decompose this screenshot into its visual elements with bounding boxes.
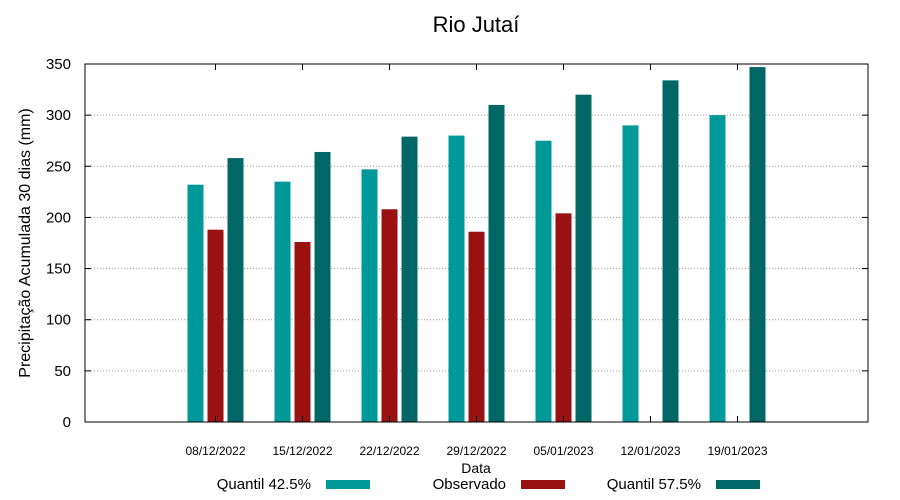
- bar: [535, 140, 552, 422]
- bar: [294, 241, 311, 422]
- legend-swatch: [326, 480, 370, 489]
- x-axis: 08/12/2022 15/12/2022 22/12/2022 29/12/2022…: [185, 64, 768, 458]
- legend-label: Observado: [433, 476, 506, 493]
- bar: [749, 67, 766, 422]
- bar: [468, 231, 485, 422]
- bar: [622, 125, 639, 422]
- bar: [381, 209, 398, 422]
- y-tick-label: 50: [54, 363, 71, 380]
- bars: [187, 67, 766, 423]
- x-tick-label: 19/01/2023: [707, 444, 767, 458]
- x-tick-label: 12/01/2023: [620, 444, 680, 458]
- y-tick-label: 350: [46, 56, 71, 73]
- bar: [187, 184, 204, 422]
- legend-swatch: [716, 480, 760, 489]
- y-tick-label: 0: [63, 414, 71, 431]
- bar: [555, 213, 572, 422]
- bar: [488, 104, 505, 423]
- x-tick-label: 22/12/2022: [359, 444, 419, 458]
- y-tick-label: 300: [46, 107, 71, 124]
- bar: [709, 115, 726, 423]
- y-tick-label: 200: [46, 209, 71, 226]
- chart-title: Rio Jutaí: [433, 12, 520, 37]
- bar: [274, 181, 291, 422]
- bar: [401, 136, 418, 422]
- bar: [448, 135, 465, 422]
- legend-label: Quantil 42.5%: [217, 476, 311, 493]
- bar: [575, 94, 592, 422]
- plot-frame: [84, 63, 869, 423]
- x-tick-label: 29/12/2022: [446, 444, 506, 458]
- bar: [227, 158, 244, 423]
- y-tick-label: 250: [46, 158, 71, 175]
- y-axis-label: Precipitação Acumulada 30 dias (mm): [17, 108, 34, 377]
- bar: [662, 80, 679, 422]
- x-tick-label: 15/12/2022: [272, 444, 332, 458]
- x-tick-label: 05/01/2023: [533, 444, 593, 458]
- x-tick-label: 08/12/2022: [185, 444, 245, 458]
- legend-swatch: [521, 480, 565, 489]
- bar: [207, 229, 224, 422]
- bar: [314, 151, 331, 423]
- legend-label: Quantil 57.5%: [607, 476, 701, 493]
- y-tick-label: 100: [46, 312, 71, 329]
- bar: [361, 169, 378, 422]
- legend: Quantil 42.5% Observado Quantil 57.5%: [217, 476, 760, 493]
- x-axis-label: Data: [461, 460, 491, 476]
- y-axis: 0 50 100 150 200 250 300 350: [46, 56, 868, 431]
- y-tick-label: 150: [46, 261, 71, 278]
